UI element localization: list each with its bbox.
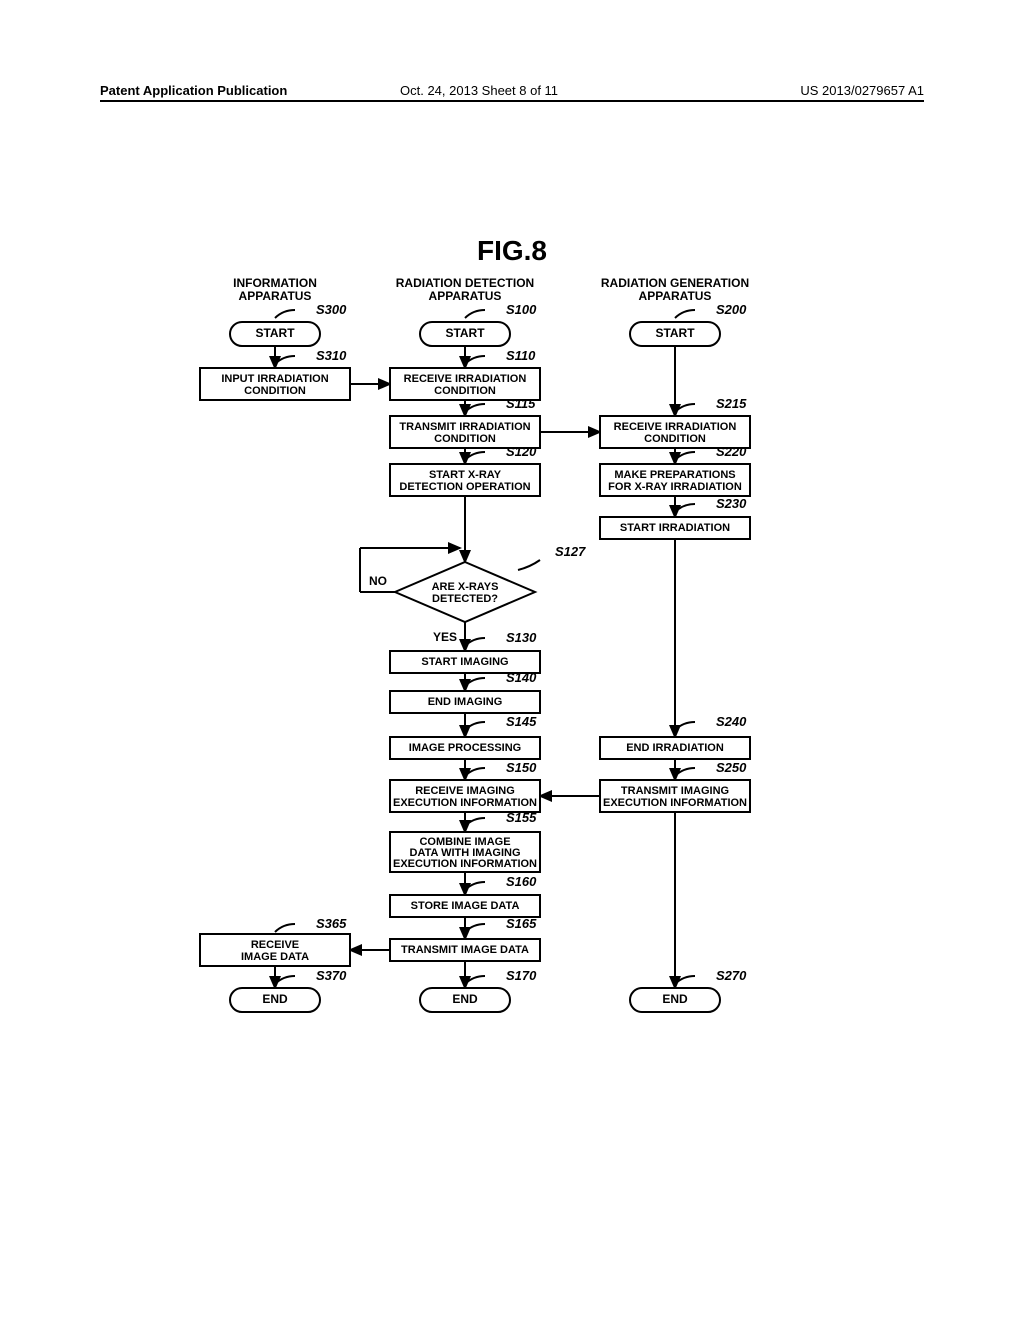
text-s130: START IMAGING [421, 656, 508, 668]
text-s100: START [445, 326, 485, 340]
label-s240: S240 [716, 714, 747, 729]
text-s250-1: TRANSMIT IMAGING [621, 785, 729, 797]
label-s110: S110 [506, 348, 536, 363]
col-gen-title2: APPARATUS [639, 289, 712, 303]
text-s310-2: CONDITION [244, 385, 306, 397]
label-s160: S160 [506, 874, 537, 889]
figure-title: FIG.8 [0, 235, 1024, 267]
text-s250-2: EXECUTION INFORMATION [603, 797, 747, 809]
label-s250: S250 [716, 760, 747, 775]
header-left: Patent Application Publication [100, 83, 287, 98]
text-s160: STORE IMAGE DATA [411, 900, 520, 912]
text-s110-2: CONDITION [434, 385, 496, 397]
text-s145: IMAGE PROCESSING [409, 742, 521, 754]
text-s365-2: IMAGE DATA [241, 951, 309, 963]
label-s145: S145 [506, 714, 537, 729]
page-container: Patent Application Publication Oct. 24, … [0, 0, 1024, 1320]
header-mid: Oct. 24, 2013 Sheet 8 of 11 [400, 83, 558, 98]
col-info-title1: INFORMATION [233, 276, 317, 290]
text-s310-1: INPUT IRRADIATION [221, 373, 328, 385]
text-s120-1: START X-RAY [429, 469, 502, 481]
text-s150-2: EXECUTION INFORMATION [393, 797, 537, 809]
text-s115-1: TRANSMIT IRRADIATION [399, 421, 530, 433]
label-s127: S127 [555, 544, 586, 559]
page-header: Patent Application Publication Oct. 24, … [100, 80, 924, 102]
label-s170: S170 [506, 968, 537, 983]
col-det-title2: APPARATUS [429, 289, 502, 303]
label-no: NO [369, 574, 387, 588]
label-s270: S270 [716, 968, 747, 983]
text-s365-1: RECEIVE [251, 939, 299, 951]
text-s230: START IRRADIATION [620, 522, 730, 534]
text-s170: END [452, 992, 478, 1006]
col-det-title1: RADIATION DETECTION [396, 276, 534, 290]
text-s215-2: CONDITION [644, 433, 706, 445]
text-s270: END [662, 992, 688, 1006]
text-s140: END IMAGING [428, 696, 503, 708]
label-yes: YES [433, 630, 457, 644]
text-s120-2: DETECTION OPERATION [399, 481, 530, 493]
label-s300: S300 [316, 302, 347, 317]
label-s230: S230 [716, 496, 747, 511]
text-s165: TRANSMIT IMAGE DATA [401, 944, 529, 956]
header-right: US 2013/0279657 A1 [800, 83, 924, 98]
text-s110-1: RECEIVE IRRADIATION [404, 373, 527, 385]
col-gen-title1: RADIATION GENERATION [601, 276, 749, 290]
text-s220-1: MAKE PREPARATIONS [614, 469, 735, 481]
text-s370: END [262, 992, 288, 1006]
col-info-title2: APPARATUS [239, 289, 312, 303]
label-s310: S310 [316, 348, 347, 363]
text-s300: START [255, 326, 295, 340]
text-s240: END IRRADIATION [626, 742, 724, 754]
text-s150-1: RECEIVE IMAGING [415, 785, 515, 797]
label-s150: S150 [506, 760, 537, 775]
text-s127-2: DETECTED? [432, 593, 498, 605]
flowchart-svg: INFORMATION APPARATUS RADIATION DETECTIO… [100, 270, 820, 1150]
label-s370: S370 [316, 968, 347, 983]
label-s130: S130 [506, 630, 537, 645]
label-s100: S100 [506, 302, 537, 317]
label-s215: S215 [716, 396, 747, 411]
text-s200: START [655, 326, 695, 340]
label-s200: S200 [716, 302, 747, 317]
label-s165: S165 [506, 916, 537, 931]
text-s155-3: EXECUTION INFORMATION [393, 858, 537, 870]
text-s127-1: ARE X-RAYS [432, 581, 499, 593]
label-s365: S365 [316, 916, 347, 931]
text-s215-1: RECEIVE IRRADIATION [614, 421, 737, 433]
text-s115-2: CONDITION [434, 433, 496, 445]
text-s220-2: FOR X-RAY IRRADIATION [608, 481, 742, 493]
